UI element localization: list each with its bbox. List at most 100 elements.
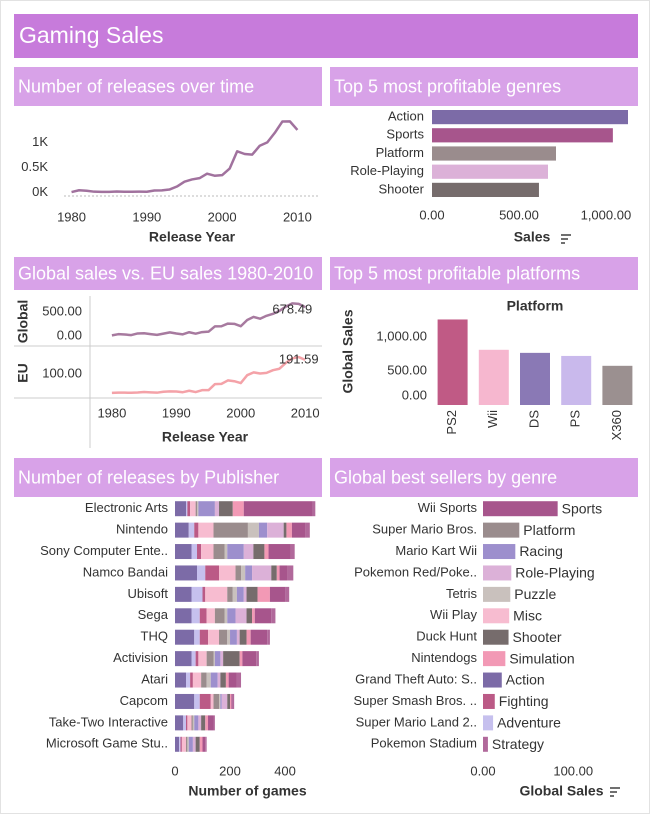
x-axis-title: Release Year — [149, 229, 236, 245]
title-bar — [14, 14, 638, 58]
bar — [483, 544, 516, 560]
bar — [432, 164, 548, 179]
bar-segment — [243, 501, 313, 517]
x-tick-label: 1980 — [57, 209, 86, 224]
bar-segment — [227, 586, 233, 602]
bar-segment — [305, 522, 310, 538]
bar-segment — [190, 672, 193, 688]
bar-segment — [276, 565, 280, 581]
bar-segment — [258, 522, 268, 538]
category-label: Electronic Arts — [85, 500, 169, 515]
category-label: Role-Playing — [350, 163, 424, 178]
bar-segment — [202, 736, 206, 752]
category-label: Ubisoft — [128, 586, 169, 601]
bar-segment — [221, 693, 228, 709]
y-axis-title: Global Sales — [340, 309, 356, 393]
bar-segment — [228, 672, 237, 688]
panel-title: Number of releases over time — [18, 76, 254, 96]
y-tick-label: 500.00 — [42, 303, 82, 318]
bar-segment — [188, 522, 195, 538]
bar-segment — [194, 715, 199, 731]
panel-header — [14, 458, 322, 497]
bar-segment — [175, 522, 189, 538]
panel-header — [14, 257, 322, 290]
category-label: Take-Two Interactive — [49, 714, 168, 729]
bar-segment — [206, 608, 215, 624]
bar-segment — [191, 651, 196, 667]
bar-segment — [268, 544, 291, 560]
bar-segment — [235, 608, 247, 624]
bar-segment — [191, 715, 193, 731]
x-tick-label: PS — [568, 410, 583, 428]
bar-segment — [201, 672, 207, 688]
y-axis-title: Global — [15, 300, 31, 344]
bar-segment — [283, 522, 287, 538]
bar — [483, 608, 510, 624]
bar-segment — [217, 672, 221, 688]
x-axis-title: Release Year — [162, 429, 249, 445]
bar-segment — [219, 565, 236, 581]
y-tick-label: 0.00 — [57, 327, 82, 342]
x-axis-title: Global Sales — [519, 783, 603, 799]
bar-segment — [191, 586, 203, 602]
bar-segment — [214, 651, 221, 667]
y-tick-label: 1K — [32, 134, 48, 149]
category-label: Platform — [376, 145, 424, 160]
sort-icon — [561, 234, 571, 244]
bar-genre-label: Misc — [513, 607, 542, 623]
bar-segment — [232, 693, 235, 709]
category-label: Capcom — [120, 693, 168, 708]
x-tick-label: 0.00 — [470, 763, 495, 778]
category-label: Sports — [386, 127, 424, 142]
bar-segment — [213, 544, 225, 560]
panel-title: Global best sellers by genre — [334, 467, 557, 487]
data-label: 678.49 — [272, 301, 312, 316]
bar-segment — [227, 544, 244, 560]
bar-segment — [232, 586, 237, 602]
bar-segment — [175, 586, 192, 602]
panel-header — [330, 257, 638, 290]
bar-segment — [239, 651, 243, 667]
bar-segment — [199, 608, 207, 624]
bar-segment — [246, 586, 258, 602]
x-axis-title: Number of games — [188, 783, 306, 799]
bar-segment — [186, 672, 191, 688]
bar — [483, 672, 502, 688]
bar-segment — [199, 629, 209, 645]
bar-segment — [194, 629, 200, 645]
y-tick-label: 0.5K — [21, 159, 48, 174]
x-tick-label: PS2 — [444, 410, 459, 435]
bar-segment — [195, 501, 198, 517]
category-label: Nintendogs — [411, 650, 477, 665]
category-label: Action — [388, 109, 424, 124]
bar-segment — [227, 629, 231, 645]
category-label: Sega — [138, 607, 169, 622]
x-tick-label: 1,000.00 — [581, 207, 632, 222]
panel-header — [14, 67, 322, 106]
bar-segment — [230, 693, 232, 709]
bar-segment — [175, 651, 192, 667]
dashboard-title: Gaming Sales — [19, 22, 163, 48]
bar-segment — [179, 736, 181, 752]
x-tick-label: 1980 — [97, 405, 126, 420]
bar-segment — [285, 586, 290, 602]
bar-segment — [213, 651, 215, 667]
x-axis-title: Sales — [514, 229, 551, 245]
bar — [483, 736, 488, 752]
bar-segment — [210, 672, 218, 688]
panel-header — [330, 458, 638, 497]
bar-segment — [279, 565, 288, 581]
bar — [483, 629, 509, 645]
x-tick-label: DS — [526, 410, 541, 428]
bar-genre-label: Fighting — [499, 693, 549, 709]
bar-segment — [197, 565, 206, 581]
bar-segment — [205, 565, 220, 581]
panel-title: Top 5 most profitable platforms — [334, 263, 580, 283]
bar-segment — [214, 501, 220, 517]
bar-segment — [202, 586, 206, 602]
bar-segment — [271, 565, 277, 581]
bar — [602, 365, 633, 405]
bar-segment — [175, 608, 192, 624]
bar-segment — [198, 715, 202, 731]
bar-segment — [199, 736, 203, 752]
